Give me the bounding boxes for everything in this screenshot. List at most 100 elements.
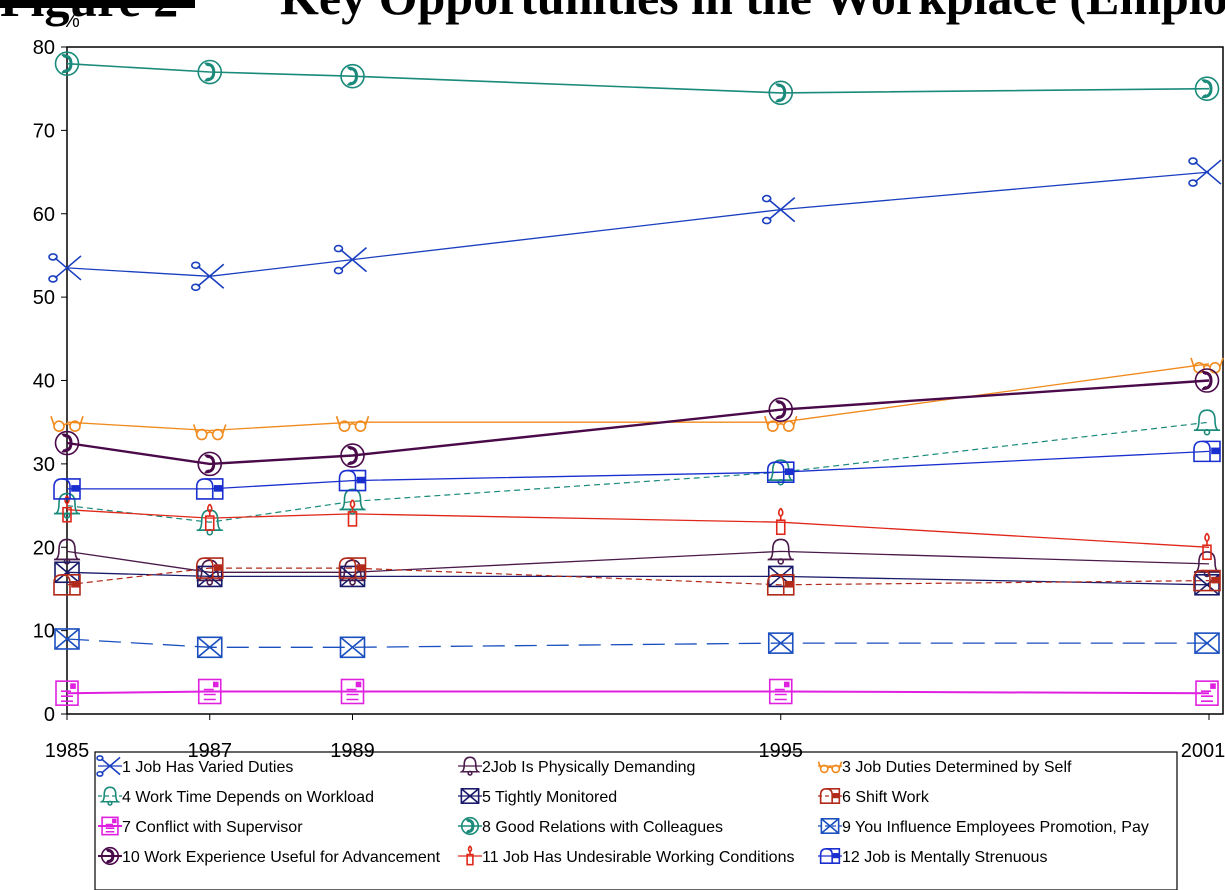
data-point-marker <box>1193 409 1221 436</box>
legend-item: 9 You Influence Employees Promotion, Pay <box>818 818 1149 836</box>
data-point-marker <box>50 415 84 432</box>
x-tick-label: 1985 <box>45 740 90 762</box>
data-point-marker <box>1194 632 1220 654</box>
data-point-marker <box>53 478 81 500</box>
data-point-marker <box>1194 368 1220 393</box>
legend-label: 4 Work Time Depends on Workload <box>122 789 374 806</box>
legend-label: 12 Job is Mentally Strenuous <box>842 849 1047 866</box>
data-point-marker <box>1195 680 1219 706</box>
y-tick-label: 50 <box>33 287 55 309</box>
legend-marker-icon <box>819 848 841 864</box>
y-tick-label: 20 <box>33 537 55 559</box>
data-point-marker <box>340 63 365 89</box>
legend-item: 7 Conflict with Supervisor <box>98 816 303 836</box>
data-point-marker <box>767 538 795 565</box>
y-tick-label: 60 <box>33 204 55 226</box>
data-point-marker <box>54 628 80 650</box>
series-line-6 <box>66 567 1210 586</box>
data-point-marker <box>340 443 365 468</box>
x-tick-label: 1987 <box>188 740 233 762</box>
data-point-marker <box>55 680 79 706</box>
legend-label: 6 Shift Work <box>842 789 930 806</box>
data-point-marker <box>196 636 223 659</box>
legend-item: 4 Work Time Depends on Workload <box>98 786 374 806</box>
legend-label: 3 Job Duties Determined by Self <box>842 759 1072 776</box>
data-point-marker <box>761 194 796 225</box>
legend-item: 12 Job is Mentally Strenuous <box>818 848 1047 866</box>
legend-item: 3 Job Duties Determined by Self <box>817 759 1072 776</box>
data-point-marker <box>195 557 224 579</box>
data-point-marker <box>768 80 794 106</box>
series-markers <box>48 51 1224 706</box>
y-axis-unit-label: % <box>62 10 80 32</box>
y-tick-label: 70 <box>33 120 55 142</box>
plot-area-frame <box>66 46 1224 715</box>
data-point-marker <box>53 573 81 596</box>
legend-marker-icon <box>466 845 474 866</box>
legend-marker-icon <box>819 788 841 804</box>
series-line-7 <box>66 690 1210 695</box>
chart-title: Key Opportunities in the Workplace (Empl… <box>280 0 1225 25</box>
y-tick-label: 40 <box>33 371 55 393</box>
series-line-4 <box>66 421 1210 523</box>
data-point-marker <box>335 415 370 432</box>
legend-item: 8 Good Relations with Colleagues <box>458 816 723 836</box>
legend-marker-icon <box>101 816 119 836</box>
series-line-11 <box>66 509 1210 548</box>
data-point-marker <box>333 244 368 275</box>
series-line-1 <box>66 171 1210 277</box>
legend-item: 2Job Is Physically Demanding <box>458 756 695 776</box>
data-point-marker <box>197 59 223 85</box>
legend-marker-icon <box>460 816 480 836</box>
data-point-marker <box>347 499 358 527</box>
series-line-8 <box>66 62 1210 94</box>
data-point-marker <box>197 451 223 477</box>
legend-item: 1 Job Has Varied Duties <box>96 755 293 777</box>
legend-box <box>94 751 1178 890</box>
data-point-marker <box>768 678 793 705</box>
data-point-marker <box>338 557 367 579</box>
series-line-2 <box>66 550 1210 573</box>
y-axis-ticks: 0 10 20 30 40 50 60 70 80 <box>33 37 67 726</box>
legend-label: 9 You Influence Employees Promotion, Pay <box>842 819 1149 836</box>
legend-item: 6 Shift Work <box>818 788 930 806</box>
legend-marker-icon <box>460 788 480 804</box>
legend-label: 10 Work Experience Useful for Advancemen… <box>122 849 441 866</box>
legend-marker-icon <box>820 818 840 834</box>
legend-item: 5 Tightly Monitored <box>458 788 617 806</box>
data-point-marker <box>338 469 367 492</box>
data-point-marker <box>190 261 225 292</box>
data-point-marker <box>766 573 795 596</box>
data-point-marker <box>1188 157 1222 187</box>
data-point-marker <box>1193 569 1221 592</box>
legend-label: 1 Job Has Varied Duties <box>122 759 293 776</box>
legend-label: 11 Job Has Undesirable Working Condition… <box>482 849 794 866</box>
legend-item: 10 Work Experience Useful for Advancemen… <box>98 846 441 866</box>
data-point-marker <box>1193 440 1221 463</box>
data-point-marker <box>48 253 82 283</box>
data-point-marker <box>1202 532 1212 561</box>
data-point-marker <box>192 424 227 441</box>
series-lines <box>66 62 1210 695</box>
legend-marker-icon <box>459 756 481 776</box>
legend-label: 7 Conflict with Supervisor <box>122 819 303 836</box>
data-point-marker <box>195 478 224 500</box>
legend-marker-icon <box>99 786 121 806</box>
data-point-marker <box>766 461 795 484</box>
title-prefix: Figure 2 <box>0 0 178 27</box>
x-tick-label: 1989 <box>330 740 375 762</box>
y-tick-label: 30 <box>33 454 55 476</box>
x-axis-ticks: 1985 1987 1989 1995 2001 <box>45 714 1225 762</box>
data-point-marker <box>767 632 794 654</box>
data-point-marker <box>54 51 80 76</box>
legend-item: 11 Job Has Undesirable Working Condition… <box>458 845 794 866</box>
legend-marker-icon <box>96 755 121 777</box>
legend: 1 Job Has Varied Duties 2Job Is Physicall… <box>96 755 1149 866</box>
data-point-marker <box>54 430 80 456</box>
data-point-marker <box>768 397 794 422</box>
series-line-9 <box>66 638 1209 648</box>
series-line-12 <box>67 450 1210 490</box>
y-tick-label: 10 <box>33 621 55 643</box>
legend-label: 5 Tightly Monitored <box>482 789 617 806</box>
